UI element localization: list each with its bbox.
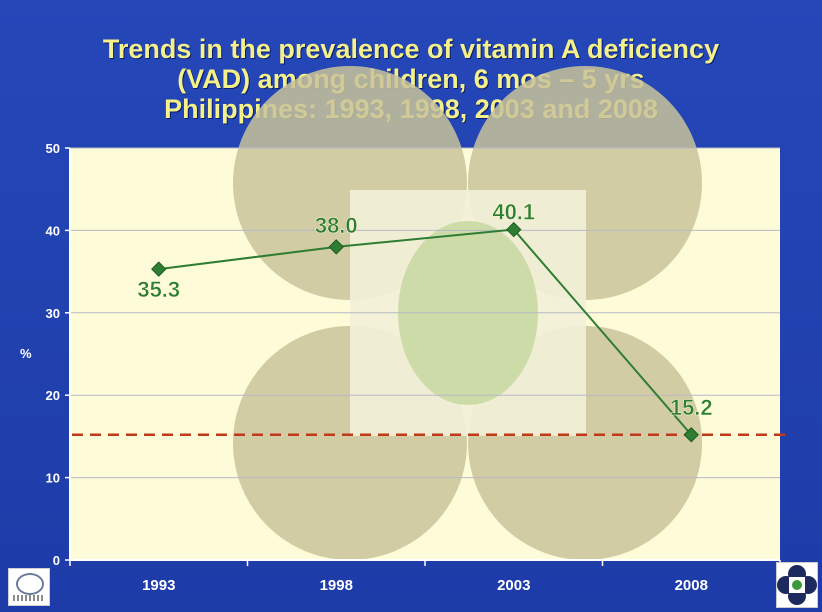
y-axis-label: % (20, 346, 32, 361)
data-point-marker (151, 261, 167, 277)
logo-watermark (70, 66, 780, 560)
y-tick-label: 50 (46, 141, 60, 156)
data-point-marker (328, 239, 344, 255)
y-tick-label: 30 (46, 306, 60, 321)
data-point-marker (683, 427, 699, 443)
axes: 0 10 20 30 40 50 1993 1998 2003 2008 (46, 141, 781, 594)
data-point-marker (506, 221, 522, 238)
y-tick-label: 10 (46, 471, 60, 486)
y-tick-label: 20 (46, 388, 60, 403)
x-tick-label: 2008 (675, 577, 708, 594)
series-polyline (158, 228, 693, 436)
data-labels: 35.3 38.0 40.1 15.2 (137, 199, 713, 420)
x-tick-label: 1993 (142, 577, 175, 594)
data-label: 15.2 (670, 395, 713, 420)
data-label: 38.0 (315, 213, 358, 238)
data-label: 40.1 (492, 200, 535, 225)
grid-lines (70, 147, 780, 479)
y-tick-label: 40 (46, 223, 60, 238)
fnri-logo-icon (776, 562, 818, 608)
y-tick-label: 0 (53, 553, 60, 568)
institution-seal-icon (8, 568, 50, 606)
title-line-1: Trends in the prevalence of vitamin A de… (102, 34, 720, 64)
data-label: 35.3 (137, 277, 180, 302)
x-tick-label: 2003 (497, 577, 530, 594)
x-tick-label: 1998 (320, 577, 353, 594)
series-line (151, 221, 699, 443)
